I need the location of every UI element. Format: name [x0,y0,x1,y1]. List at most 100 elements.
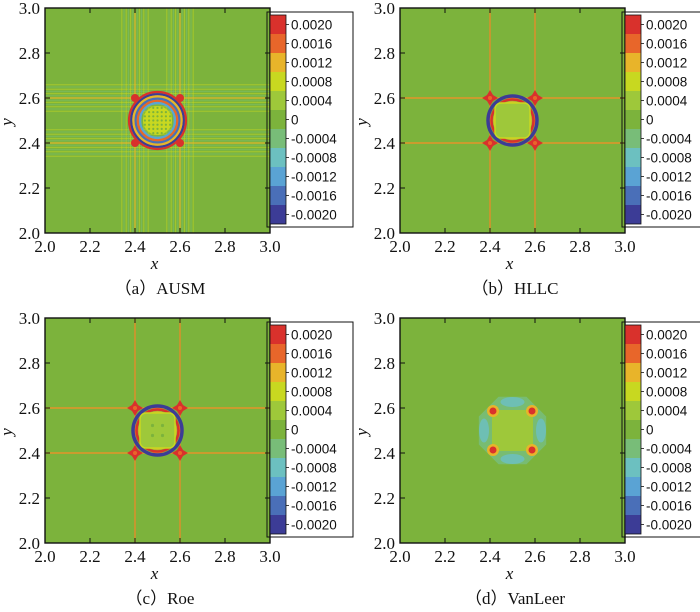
core-dot [152,119,155,122]
corner-spot [528,446,536,454]
vortex-ring [132,95,183,146]
colorbar-swatch [270,325,286,344]
x-tick-label: 2.2 [434,237,455,256]
y-tick-label: 3.0 [374,309,395,328]
colorbar-label: 0.0008 [291,75,332,90]
colorbar-label: 0.0016 [291,37,332,52]
colorbar-label: 0.0020 [291,328,332,343]
core-dot [169,123,172,126]
y-tick-label: 2.0 [19,224,40,243]
y-tick-label: 2.4 [374,444,396,463]
corner-spot [131,94,139,102]
colorbar-swatch [270,129,286,148]
colorbar-swatch [625,53,641,72]
core-dot [148,115,151,118]
corner-spot-core [178,451,182,455]
colorbar-frame [621,11,700,228]
corner-spot [131,139,139,147]
vortex-lobe [500,454,525,464]
colorbar: 0.0020 0.0016 0.0012 0.0008 0.0004 0 -0.0004 -0… [266,11,354,228]
colorbar-label: -0.0012 [646,480,692,495]
colorbar-label: 0.0012 [646,56,687,71]
colorbar-label: -0.0020 [291,208,337,223]
colorbar-label: 0.0020 [646,328,687,343]
panel-caption: （c）Roe [126,589,195,608]
colorbar-label: 0.0008 [646,385,687,400]
x-axis-label: x [505,254,514,273]
x-tick-label: 2.4 [124,547,146,566]
colorbar-swatch [625,401,641,420]
colorbar-label: 0 [646,113,654,128]
corner-spot [176,139,184,147]
vortex-core [139,412,176,449]
colorbar-swatch [625,458,641,477]
x-tick-label: 2.4 [124,237,146,256]
vortex-lobe [479,418,489,443]
core-dot [156,119,159,122]
core-dot [169,115,172,118]
x-axis-label: x [150,564,159,583]
colorbar-swatch [625,148,641,167]
y-tick-label: 2.2 [19,489,40,508]
vortex-ring [130,93,185,148]
corner-spot-core [133,406,137,410]
core-dot [152,106,155,109]
colorbar-swatch [270,439,286,458]
colorbar-label: -0.0020 [646,518,692,533]
y-tick-label: 2.0 [374,534,395,553]
y-tick-label: 2.0 [19,534,40,553]
corner-spot-core [533,96,537,100]
core-dot [150,423,155,428]
colorbar-swatch [270,205,286,224]
colorbar-swatch [270,477,286,496]
colorbar-swatch [270,110,286,129]
core-dot [160,423,165,428]
colorbar-label: 0.0004 [291,94,333,109]
x-tick-label: 2.6 [524,547,545,566]
y-tick-label: 2.8 [374,354,395,373]
contour-field [400,318,625,543]
y-tick-label: 3.0 [374,0,395,18]
x-tick-label: 2.4 [479,237,501,256]
colorbar-swatch [270,496,286,515]
core-dot [152,123,155,126]
x-tick-label: 3.0 [259,237,280,256]
y-tick-label: 2.2 [19,179,40,198]
core-dot [148,119,151,122]
colorbar-swatch [270,401,286,420]
x-axis-label: x [505,564,514,583]
colorbar-swatch [270,91,286,110]
colorbar-label: 0 [646,423,654,438]
colorbar-swatch [625,167,641,186]
x-tick-label: 2.0 [389,237,410,256]
vortex-core [492,410,533,451]
core-dot [143,115,146,118]
vortex-ring [136,99,179,142]
colorbar-label: -0.0008 [291,461,337,476]
panel-ausm: 2.02.0 2.2 2.2 2.4 2.4 2.6 2.6 2.8 2.8 3.0 3.0 x y （a… [0,0,354,298]
colorbar-label: 0.0016 [646,37,687,52]
core-dot [143,123,146,126]
colorbar-label: 0.0004 [646,94,688,109]
y-tick-label: 2.0 [374,224,395,243]
corner-spot-core [133,451,137,455]
core-dot [156,127,159,130]
x-tick-label: 2.2 [79,237,100,256]
vortex-core [494,102,531,139]
core-dot [156,111,159,114]
colorbar-label: -0.0004 [646,442,692,457]
colorbar-label: -0.0012 [291,170,337,185]
colorbar-frame [621,321,700,538]
corner-spot [176,94,184,102]
core-dot [160,433,165,438]
colorbar: 0.0020 0.0016 0.0012 0.0008 0.0004 0 -0.0004 -0… [621,321,700,538]
colorbar-label: 0.0020 [291,18,332,33]
core-dot [156,106,159,109]
vortex-ring-inner [493,101,532,140]
colorbar-label: -0.0012 [646,170,692,185]
colorbar-label: -0.0016 [291,189,337,204]
colorbar-label: -0.0008 [646,151,692,166]
corner-spot-core [488,141,492,145]
x-tick-label: 2.8 [214,547,235,566]
